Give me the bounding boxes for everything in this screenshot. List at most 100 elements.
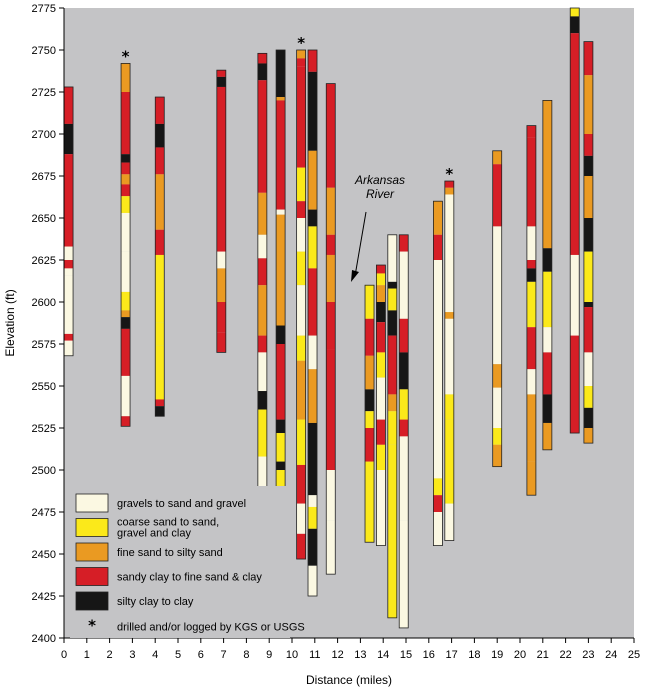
- well-layer: [121, 196, 131, 213]
- y-tick-label: 2550: [32, 381, 56, 393]
- well-column: [296, 49, 307, 560]
- well-layer: [308, 422, 318, 496]
- well-layer: [308, 565, 318, 596]
- well-layer: [492, 364, 502, 388]
- well-layer: [492, 387, 502, 428]
- x-tick-label: 9: [266, 649, 272, 661]
- well-layer: [387, 411, 397, 445]
- well-layer: [308, 268, 318, 336]
- well-layer: [542, 271, 552, 328]
- river-annotation: Arkansas River: [351, 173, 405, 282]
- well-layer: [121, 184, 131, 197]
- well-layer: [308, 506, 318, 529]
- well-layer: [216, 76, 226, 87]
- well-layer: [296, 419, 306, 465]
- well-layer: [444, 419, 454, 470]
- well-layer: [308, 495, 318, 507]
- x-axis-label: Distance (miles): [306, 673, 392, 687]
- well-layer: [365, 389, 375, 412]
- well-layer: [276, 419, 286, 434]
- well-layer: [399, 234, 409, 252]
- well-layer: [121, 291, 131, 311]
- well-layer: [444, 318, 454, 395]
- well-layer: [257, 234, 267, 259]
- well-outline: [154, 96, 165, 417]
- well-layer: [308, 226, 318, 269]
- well-layer: [365, 411, 375, 428]
- y-tick-label: 2750: [32, 45, 56, 57]
- x-tick-label: 5: [175, 649, 181, 661]
- legend-label-line: coarse sand to sand,: [117, 517, 219, 529]
- well-layer: [326, 83, 336, 188]
- river-label: Arkansas River: [354, 173, 405, 201]
- well-layer: [326, 302, 336, 350]
- well-layer: [583, 302, 593, 308]
- well-column: [444, 180, 455, 541]
- well-layer: [542, 248, 552, 272]
- well-layer: [257, 80, 267, 193]
- legend-item: sandy clay to fine sand & clay: [75, 567, 262, 586]
- well-layer: [376, 265, 386, 274]
- well-layer: [583, 352, 593, 386]
- well-layer: [64, 268, 74, 276]
- x-tick-label: 17: [445, 649, 457, 661]
- well-layer: [583, 386, 593, 408]
- x-tick-label: 0: [61, 649, 67, 661]
- well-layer: [387, 288, 397, 311]
- well-layer: [583, 428, 593, 444]
- y-tick-label: 2500: [32, 465, 56, 477]
- star-markers: * * *: [122, 34, 454, 183]
- well-layer: [64, 340, 74, 356]
- well-layer: [296, 66, 306, 168]
- well-layer: [399, 436, 409, 521]
- well-layer: [64, 86, 74, 124]
- well-layer: [257, 285, 267, 336]
- well-layer: [121, 63, 131, 92]
- legend-label-line: gravel and clay: [117, 528, 191, 540]
- y-tick-label: 2700: [32, 129, 56, 141]
- well-column: [216, 69, 227, 353]
- legend-star-note: drilled and/or logged by KGS or USGS: [117, 622, 305, 634]
- well-outline: [387, 234, 398, 619]
- legend-swatch: [75, 493, 109, 513]
- well-layer: [376, 377, 386, 420]
- well-outline: [325, 83, 336, 575]
- well-layer: [444, 503, 454, 541]
- well-layer: [444, 470, 454, 504]
- well-layer: [308, 369, 318, 423]
- x-tick-label: 3: [129, 649, 135, 661]
- well-layer: [155, 97, 165, 124]
- well-column: [120, 63, 131, 427]
- well-layer: [365, 285, 375, 319]
- well-layer: [308, 50, 318, 72]
- x-tick-label: 1: [84, 649, 90, 661]
- well-layer: [121, 251, 131, 292]
- well-layer: [276, 344, 286, 420]
- well-outline: [364, 284, 375, 543]
- legend-label: sandy clay to fine sand & clay: [117, 572, 262, 584]
- well-layer: [444, 394, 454, 420]
- well-layer: [308, 71, 318, 151]
- legend-label-line: sandy clay to fine sand & clay: [117, 572, 262, 584]
- well-layer: [216, 251, 226, 269]
- well-layer: [296, 503, 306, 534]
- well-layer: [296, 251, 306, 286]
- well-layer: [216, 332, 226, 353]
- well-column: [583, 41, 594, 444]
- river-label-line: Arkansas: [354, 173, 405, 187]
- well-layer: [583, 176, 593, 218]
- x-tick-label: 11: [309, 649, 320, 661]
- x-tick-label: 16: [423, 649, 435, 661]
- well-layer: [583, 155, 593, 176]
- well-layer: [570, 254, 580, 336]
- well-layer: [387, 394, 397, 412]
- well-layer: [296, 201, 306, 218]
- well-layer: [526, 260, 536, 269]
- well-layer: [216, 86, 226, 252]
- well-layer: [433, 478, 443, 496]
- well-layer: [257, 409, 267, 457]
- well-layer: [296, 335, 306, 361]
- well-column: [398, 234, 409, 629]
- legend-item: gravels to sand and gravel: [75, 493, 246, 513]
- well-layer: [492, 150, 502, 165]
